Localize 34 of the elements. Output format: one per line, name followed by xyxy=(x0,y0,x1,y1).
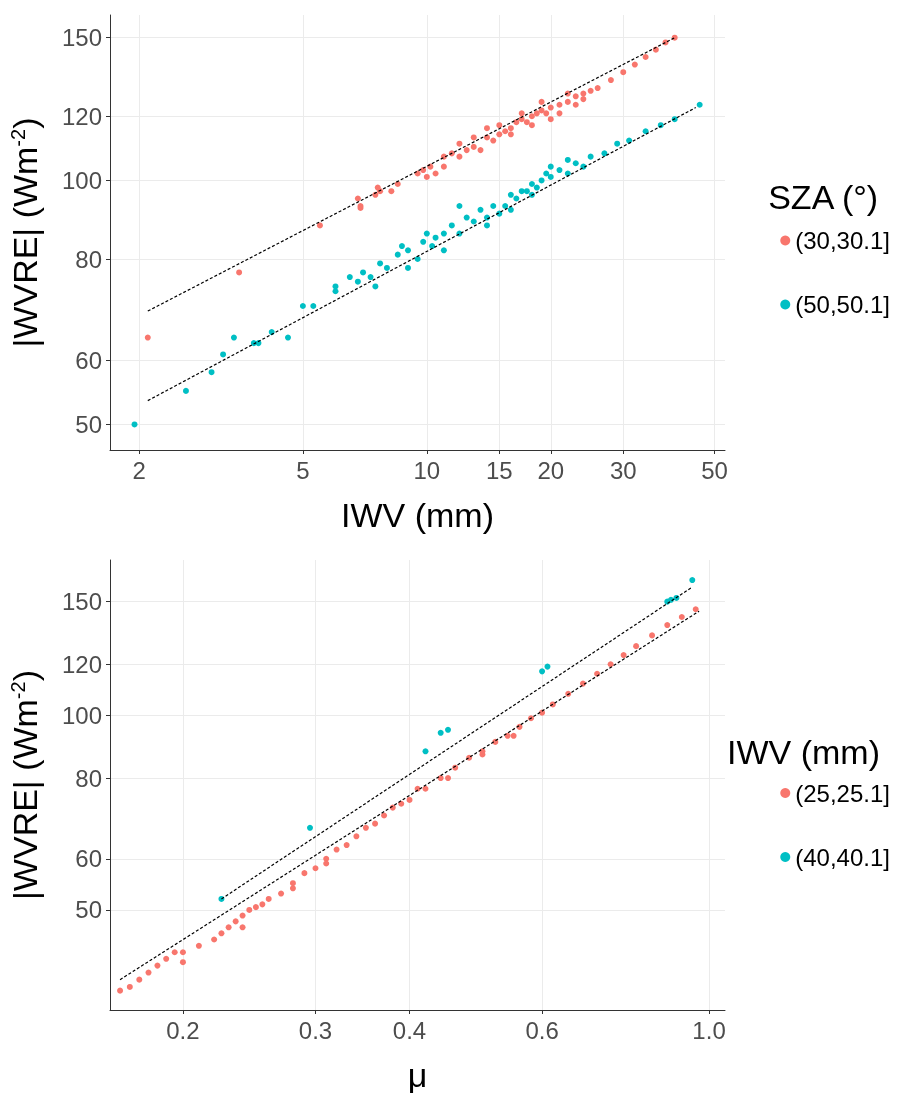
x-tick-label: 20 xyxy=(537,456,565,484)
x-tick-label: 0.2 xyxy=(166,1016,200,1044)
y-tick-label: 60 xyxy=(75,346,102,374)
legend-title: SZA (°) xyxy=(768,178,879,216)
y-tick-label: 100 xyxy=(61,166,102,194)
y-tick-label: 150 xyxy=(61,24,102,52)
legend-label: (40,40.1] xyxy=(795,843,890,871)
y-tick-label: 60 xyxy=(75,845,102,873)
x-tick-label: 10 xyxy=(413,456,441,484)
x-tick-label: 5 xyxy=(296,456,310,484)
y-tick-label: 150 xyxy=(61,588,102,616)
y-tick-label: 120 xyxy=(61,650,102,678)
legend-label: (50,50.1] xyxy=(795,291,890,318)
x-tick-label: 1.0 xyxy=(692,1016,726,1044)
x-tick-label: 0.4 xyxy=(392,1016,427,1044)
x-tick-label: 2 xyxy=(132,456,146,484)
legend-title: IWV (mm) xyxy=(727,733,880,771)
y-tick-label: 120 xyxy=(61,102,102,130)
x-axis-title: IWV (mm) xyxy=(341,496,494,534)
y-tick-label: 80 xyxy=(75,764,102,792)
y-tick-label: 50 xyxy=(75,896,102,924)
x-tick-label: 50 xyxy=(701,456,728,484)
y-tick-label: 50 xyxy=(75,410,102,438)
legend-label: (30,30.1] xyxy=(795,227,890,254)
x-tick-label: 0.3 xyxy=(298,1016,333,1044)
x-tick-label: 30 xyxy=(609,456,637,484)
y-axis-title: |WVRE| (Wm-2) xyxy=(6,670,44,900)
x-tick-label: 0.6 xyxy=(525,1016,559,1044)
y-tick-label: 80 xyxy=(75,245,102,273)
x-axis-title: μ xyxy=(407,1056,428,1094)
x-tick-label: 15 xyxy=(485,456,513,484)
y-tick-label: 100 xyxy=(61,701,102,729)
y-axis-title: |WVRE| (Wm-2) xyxy=(6,117,44,348)
legend-label: (25,25.1] xyxy=(795,779,890,807)
